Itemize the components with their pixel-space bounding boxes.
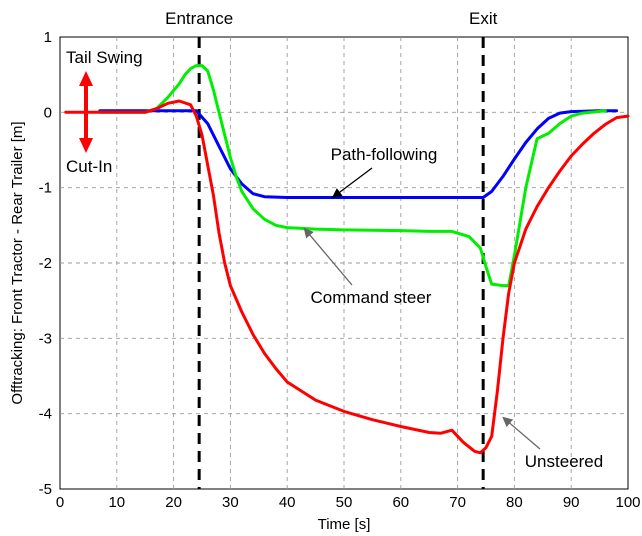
series-line-path-following: [98, 109, 619, 199]
x-tick-label: 50: [336, 494, 353, 511]
x-tick-label: 90: [563, 494, 580, 511]
marker-label-entrance: Entrance: [165, 9, 233, 28]
x-tick-label: 40: [279, 494, 296, 511]
annotation-arrow: [502, 416, 541, 450]
y-tick-label: -1: [39, 180, 52, 197]
y-tick-label: -4: [39, 406, 52, 423]
x-ticks: 0 10 20 30 40 50 60 70 80 90 100: [56, 494, 641, 511]
annotation-label-path-following: Path-following: [331, 145, 438, 164]
marker-label-exit: Exit: [469, 9, 498, 28]
series-lines: [64, 64, 630, 455]
y-ticks: 1 0 -1 -2 -3 -4 -5: [39, 29, 52, 498]
tail-swing-arrow: [79, 71, 93, 153]
y-tick-label: -3: [39, 330, 52, 347]
x-tick-label: 0: [56, 494, 64, 511]
cut-in-label: Cut-In: [66, 157, 112, 176]
x-axis-label: Time [s]: [318, 516, 371, 533]
annotations: Path-following Command steer Unsteered: [303, 145, 603, 471]
y-tick-label: 0: [44, 104, 52, 121]
y-tick-label: -2: [39, 255, 52, 272]
annotation-label-unsteered: Unsteered: [525, 452, 603, 471]
y-tick-label: -5: [39, 481, 52, 498]
x-tick-label: 10: [108, 494, 125, 511]
series-line-unsteered: [64, 99, 630, 455]
x-tick-label: 80: [506, 494, 523, 511]
x-tick-label: 20: [165, 494, 182, 511]
x-tick-label: 70: [449, 494, 466, 511]
x-tick-label: 60: [392, 494, 409, 511]
tail-swing-label: Tail Swing: [66, 48, 143, 67]
annotation-arrow: [303, 227, 353, 286]
series-line-command-steer: [98, 64, 607, 288]
y-axis-label: Offtracking: Front Tractor - Rear Traile…: [9, 121, 26, 404]
annotation-label-command-steer: Command steer: [311, 288, 432, 307]
y-tick-label: 1: [44, 29, 52, 46]
x-tick-label: 30: [222, 494, 239, 511]
annotation-arrow: [331, 167, 373, 199]
x-tick-label: 100: [615, 494, 640, 511]
